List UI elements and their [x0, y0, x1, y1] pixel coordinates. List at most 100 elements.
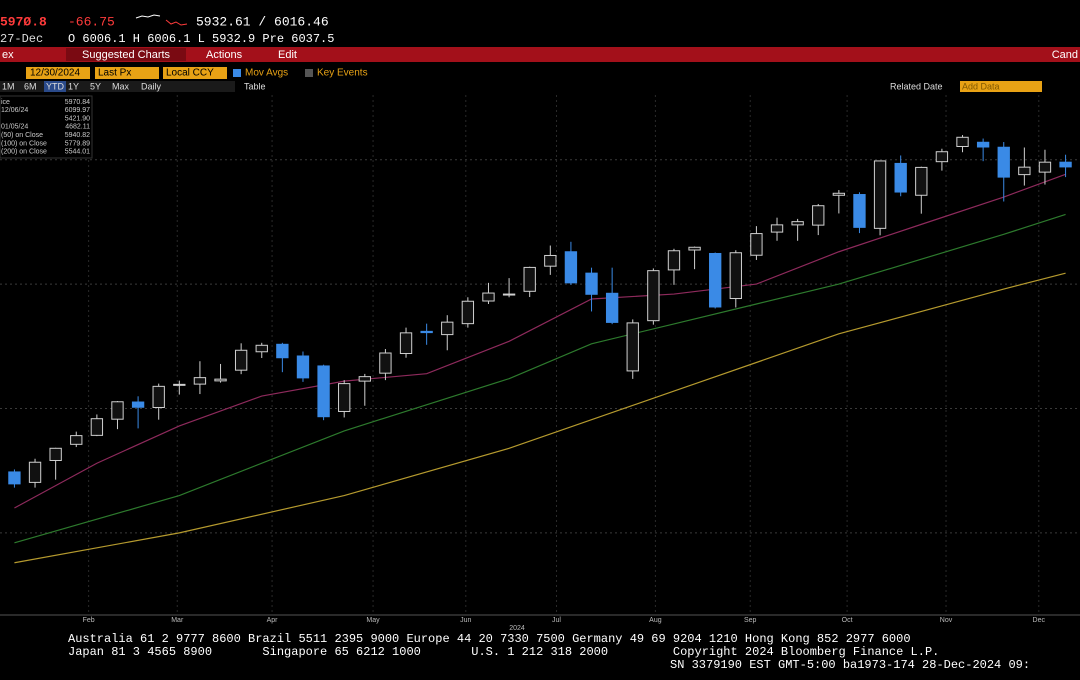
date-input[interactable]: 12/30/2024: [30, 68, 80, 79]
x-tick-label: Apr: [267, 617, 279, 624]
legend-value: 4682.11: [65, 124, 90, 131]
menu-left[interactable]: ex: [2, 49, 14, 61]
candle-body: [729, 252, 742, 300]
period-active: [44, 81, 66, 92]
period-button[interactable]: Max: [112, 81, 130, 91]
period-button[interactable]: 1Y: [68, 81, 79, 91]
candle-body: [111, 401, 124, 420]
change: -66.75: [68, 14, 115, 29]
candle-body: [461, 300, 475, 325]
last-price: 597Ø.8: [0, 14, 47, 29]
candle-body: [605, 292, 619, 323]
candle-body: [131, 401, 145, 408]
x-tick-label: May: [366, 617, 380, 624]
period-button[interactable]: YTD: [46, 81, 65, 91]
related-date[interactable]: Related Date: [890, 81, 943, 91]
table-button[interactable]: Table: [244, 81, 266, 91]
x-tick-label: Nov: [940, 617, 953, 624]
x-tick-label: Oct: [842, 617, 853, 624]
checkbox[interactable]: [305, 69, 313, 77]
candle-body: [152, 385, 165, 408]
candle-body: [234, 349, 248, 371]
candle-body: [379, 352, 392, 374]
legend-value: 5779.89: [65, 140, 90, 147]
candle-body: [1059, 161, 1072, 168]
input-bg: [26, 67, 90, 79]
sparkline-red: [165, 19, 188, 26]
moving-average: [14, 213, 1066, 544]
candle-body: [255, 344, 268, 353]
footer-line: Japan 81 3 4565 8900 Singapore 65 6212 1…: [68, 645, 939, 659]
x-tick-label: Feb: [83, 617, 95, 624]
year-label: 2024: [509, 625, 525, 632]
x-tick-label: Mar: [171, 617, 184, 624]
plot: Feb Mar Apr May Jun Jul Aug Sep Oct Nov Dec 2024: [0, 95, 1080, 632]
currency-input[interactable]: Local CCY: [166, 68, 214, 79]
legend-label: (50) on Close: [1, 132, 43, 139]
candle-body: [935, 151, 949, 163]
moving-average: [14, 173, 1066, 509]
candle-body: [956, 136, 969, 148]
input-bg: [95, 67, 159, 79]
candle-body: [502, 293, 516, 296]
menu-button: [66, 48, 186, 61]
candle-body: [997, 146, 1010, 178]
candle-body: [667, 250, 681, 271]
menu-item[interactable]: Actions: [206, 49, 243, 61]
candle-body: [8, 471, 21, 485]
x-tick-label: Sep: [744, 617, 757, 624]
candle-body: [812, 205, 825, 226]
sparkline: [135, 14, 161, 19]
candle-body: [523, 266, 536, 292]
legend-label: 12/06/24: [1, 107, 28, 114]
legend-label: (100) on Close: [1, 140, 47, 147]
legend-label: ice: [1, 99, 10, 106]
legend-box: [0, 95, 93, 159]
frequency[interactable]: Daily: [141, 81, 162, 91]
key-events[interactable]: Key Events: [317, 68, 368, 79]
period-button[interactable]: 1M: [2, 81, 15, 91]
candle-body: [296, 355, 310, 379]
menu-right[interactable]: Cand: [1052, 49, 1078, 61]
candle-body: [873, 160, 887, 229]
legend-label: 01/05/24: [1, 124, 28, 131]
mov-avgs[interactable]: Mov Avgs: [245, 68, 288, 79]
period-bar: 1M 6M YTD 1Y 5Y Max: [0, 81, 235, 92]
moving-average: [14, 272, 1066, 564]
candle-body: [338, 383, 351, 412]
candle-body: [28, 461, 42, 483]
period-button[interactable]: 6M: [24, 81, 37, 91]
legend-value: 5970.84: [65, 99, 90, 106]
candle-body: [750, 233, 763, 256]
legend-value: 6099.97: [65, 107, 90, 114]
input-bg: [960, 81, 1042, 92]
candle-body: [709, 252, 722, 308]
period-button[interactable]: 5Y: [90, 81, 101, 91]
legend-label: (200) on Close: [1, 149, 47, 156]
menu-item[interactable]: Edit: [278, 49, 297, 61]
field-input[interactable]: Last Px: [98, 68, 131, 79]
add-data[interactable]: Add Data: [962, 81, 1000, 91]
footer-line: Australia 61 2 9777 8600 Brazil 5511 239…: [68, 632, 911, 646]
candle-body: [647, 270, 660, 322]
candle-body: [894, 162, 907, 193]
candle-body: [90, 418, 104, 436]
candle-body: [276, 343, 289, 359]
candle-body: [482, 292, 495, 302]
menu-bar: [0, 47, 1080, 62]
checkbox[interactable]: [233, 69, 241, 77]
candle-body: [49, 447, 62, 461]
candle-body: [441, 321, 454, 336]
candle-body: [770, 224, 784, 233]
period-bar-bg: [0, 81, 235, 92]
candle-body: [399, 332, 413, 355]
x-tick-label: Dec: [1033, 617, 1046, 624]
legend-value: 5544.01: [65, 149, 90, 156]
candle-body: [832, 192, 846, 196]
candle-body: [626, 322, 639, 372]
menu-item[interactable]: Suggested Charts: [82, 49, 171, 61]
candle-body: [976, 141, 990, 148]
candle-body: [544, 254, 557, 267]
